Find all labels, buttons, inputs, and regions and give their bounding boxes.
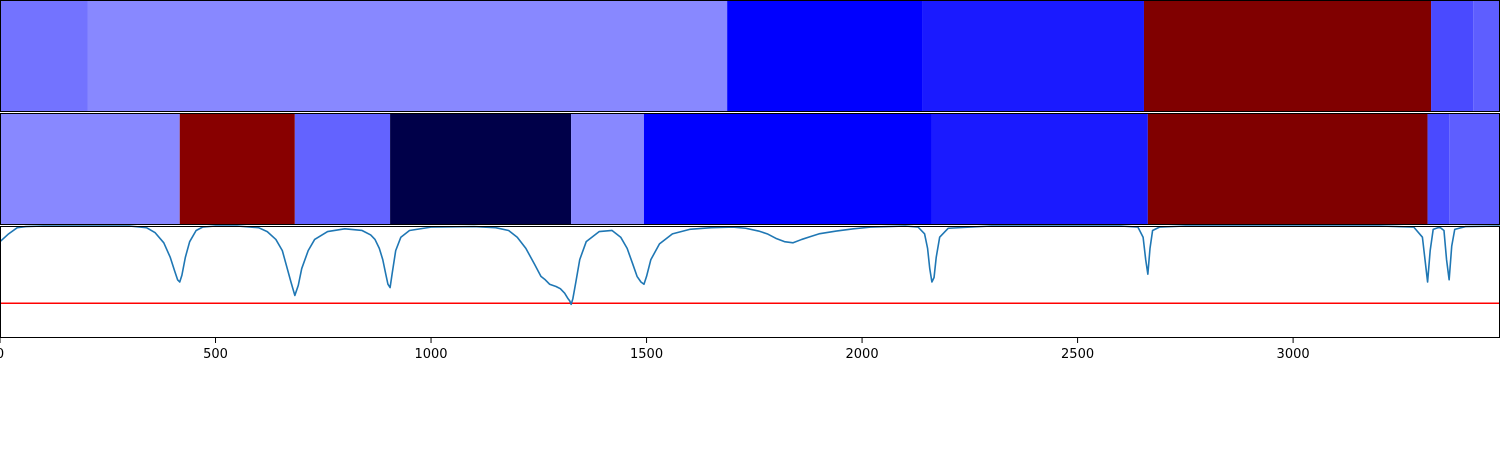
colorbar-row-2-segment-3 — [294, 113, 391, 225]
colorbar-row-1-segment-4 — [922, 0, 1144, 112]
x-tick-label-5: 2500 — [1061, 347, 1094, 362]
x-tick-label-3: 1500 — [630, 347, 663, 362]
colorbar-row-1-segment-5 — [1143, 0, 1432, 112]
colorbar-row-2-segment-1 — [0, 113, 180, 225]
colorbar-row-2-segment-10 — [1449, 113, 1500, 225]
line-plot-background — [0, 226, 1500, 338]
colorbar-row-1-segment-6 — [1431, 0, 1474, 112]
x-tick-label-2: 1000 — [414, 347, 447, 362]
colorbar-row-2-segment-5 — [571, 113, 644, 225]
colorbar-row-1-segment-3 — [727, 0, 923, 112]
colorbar-row-1-segment-1 — [0, 0, 88, 112]
x-tick-label-0: 0 — [0, 347, 4, 362]
colorbar-row-2-segment-2 — [179, 113, 295, 225]
colorbar-row-1-segment-7 — [1473, 0, 1500, 112]
x-axis: 0 500 1000 1500 2000 2500 3000 — [0, 338, 1310, 362]
colorbar-row-2-segment-9 — [1427, 113, 1450, 225]
colorbar-row-2-segment-7 — [931, 113, 1148, 225]
line-plot-area — [0, 225, 1500, 338]
x-tick-label-6: 3000 — [1277, 347, 1310, 362]
x-tick-label-1: 500 — [203, 347, 228, 362]
colorbar-row-1-segment-2 — [87, 0, 728, 112]
colorbar-row-2 — [0, 113, 1500, 225]
series-line-1 — [0, 225, 1500, 306]
x-tick-label-4: 2000 — [846, 347, 879, 362]
colorbar-row-1 — [0, 0, 1500, 112]
colorbar-row-2-segment-4 — [390, 113, 572, 225]
colorbar-row-2-segment-8 — [1147, 113, 1428, 225]
colorbar-row-2-segment-6 — [643, 113, 932, 225]
